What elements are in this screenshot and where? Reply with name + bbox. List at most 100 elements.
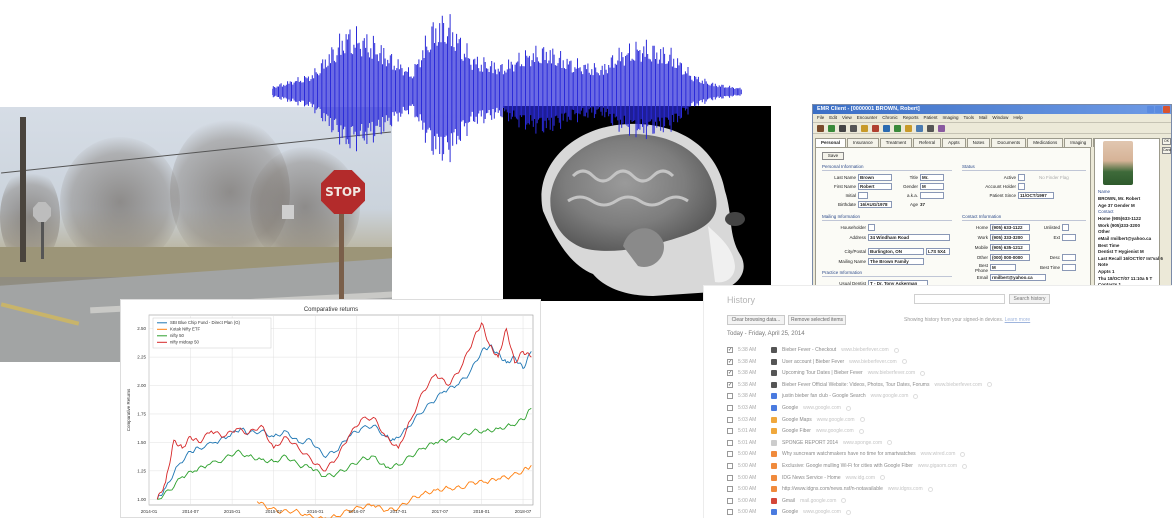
row-checkbox[interactable]	[727, 393, 733, 400]
tab-documents[interactable]: Documents	[991, 138, 1027, 147]
history-row[interactable]: 5:00 AM http://www.idgns.com/news.nsf/n-n…	[727, 484, 933, 494]
row-menu-icon[interactable]	[987, 382, 993, 388]
householder-checkbox[interactable]	[868, 224, 875, 231]
folder-icon[interactable]	[861, 125, 868, 132]
city-field[interactable]: Burlington, ON	[868, 248, 924, 255]
row-title[interactable]: IDG News Service - Home	[782, 474, 841, 481]
row-menu-icon[interactable]	[841, 498, 847, 504]
search-history-button[interactable]: Search history	[1009, 294, 1050, 304]
row-checkbox[interactable]	[727, 451, 733, 458]
tab-appts[interactable]: Appts	[942, 138, 966, 147]
desc-field[interactable]	[1062, 254, 1076, 261]
menu-item-reports[interactable]: Reports	[902, 115, 919, 120]
other-phone-field[interactable]: (000) 000-0000	[990, 254, 1030, 261]
row-menu-icon[interactable]	[960, 451, 966, 457]
row-checkbox[interactable]	[727, 428, 733, 435]
menu-item-encounter[interactable]: Encounter	[856, 115, 878, 120]
row-menu-icon[interactable]	[858, 428, 864, 434]
email-field[interactable]: rmilbert@yahoo.ca	[990, 274, 1046, 281]
clear-browsing-data-button[interactable]: Clear browsing data...	[727, 315, 785, 325]
postal-field[interactable]: L7S 5X4	[926, 248, 950, 255]
row-checkbox[interactable]	[727, 439, 733, 446]
row-title[interactable]: http://www.idgns.com/news.nsf/n-notavail…	[782, 486, 883, 493]
history-row[interactable]: ✓ 5:38 AM Bieber Fever Official Website: V…	[727, 380, 993, 390]
account-holder-checkbox[interactable]	[1018, 183, 1025, 190]
tab-treatment[interactable]: Treatment	[879, 138, 913, 147]
menu-item-imaging[interactable]: Imaging	[942, 115, 959, 120]
history-row[interactable]: ✓ 5:38 AM User account | Bieber Fever www.b…	[727, 357, 907, 367]
row-checkbox[interactable]	[727, 405, 733, 411]
row-checkbox[interactable]	[727, 474, 733, 481]
ext-field[interactable]	[1062, 234, 1076, 241]
history-row[interactable]: 5:01 AM Google Fiber www.google.com	[727, 426, 864, 436]
row-menu-icon[interactable]	[901, 359, 907, 365]
tab-personal[interactable]: Personal	[815, 138, 847, 147]
history-search-input[interactable]	[914, 294, 1005, 304]
schedule-icon[interactable]	[850, 125, 857, 132]
maximize-button[interactable]	[1155, 106, 1162, 113]
menu-item-mail[interactable]: Mail	[979, 115, 988, 120]
row-menu-icon[interactable]	[859, 417, 865, 423]
print-icon[interactable]	[916, 125, 923, 132]
first-name-field[interactable]: Robert	[858, 183, 892, 190]
last-name-field[interactable]: Brown	[858, 174, 892, 181]
menu-item-file[interactable]: File	[817, 115, 825, 120]
history-row[interactable]: 5:00 AM Google www.google.com	[727, 507, 851, 517]
row-menu-icon[interactable]	[920, 370, 926, 376]
tab-imaging[interactable]: Imaging	[1064, 138, 1093, 147]
row-checkbox[interactable]: ✓	[727, 347, 733, 353]
tab-referral[interactable]: Referral	[913, 138, 942, 147]
row-checkbox[interactable]: ✓	[727, 381, 733, 388]
alert-icon[interactable]	[872, 125, 879, 132]
menu-item-edit[interactable]: Edit	[829, 115, 838, 120]
exit-icon[interactable]	[938, 125, 945, 132]
row-menu-icon[interactable]	[880, 475, 886, 481]
best-phone-select[interactable]: M	[990, 264, 1016, 271]
cancel-button[interactable]: Cancel	[1162, 147, 1172, 154]
row-checkbox[interactable]	[727, 497, 733, 504]
history-row[interactable]: ✓ 5:38 AM Upcoming Tour Dates | Bieber Fev…	[727, 368, 926, 378]
row-title[interactable]: Gmail	[782, 497, 796, 504]
row-title[interactable]: Google Maps	[782, 416, 812, 423]
row-menu-icon[interactable]	[962, 463, 968, 469]
row-title[interactable]: Exclusive: Google mulling Wi-Fi for citi…	[782, 463, 913, 469]
row-title[interactable]: SPONGE REPORT 2014	[782, 439, 838, 446]
menu-item-patient[interactable]: Patient	[923, 115, 938, 120]
history-row[interactable]: 5:00 AM Exclusive: Google mulling Wi-Fi f…	[727, 461, 968, 471]
address-field[interactable]: 34 Windham Road	[868, 234, 950, 241]
row-menu-icon[interactable]	[913, 393, 919, 399]
history-row[interactable]: 5:03 AM Google www.google.com	[727, 403, 851, 413]
minimize-button[interactable]	[1147, 106, 1154, 113]
row-menu-icon[interactable]	[887, 440, 893, 446]
row-title[interactable]: Google	[782, 405, 799, 411]
row-title[interactable]: Bieber Fever Official Website: Videos, P…	[782, 381, 930, 388]
history-row[interactable]: 5:00 AM Gmail mail.google.com	[727, 496, 847, 506]
patient-since-field[interactable]: 11/OCT/1997	[1018, 192, 1054, 199]
remove-selected-button[interactable]: Remove selected items	[788, 315, 846, 325]
history-row[interactable]: 5:00 AM IDG News Service - Home www.idg.co…	[727, 473, 886, 483]
row-title[interactable]: justin bieber fan club - Google Search	[782, 393, 866, 400]
unlisted-checkbox[interactable]	[1062, 224, 1069, 231]
work-phone-field[interactable]: (905) 333-3200	[990, 234, 1030, 241]
menu-item-chronic[interactable]: Chronic	[882, 115, 898, 120]
patients-icon[interactable]	[828, 125, 835, 132]
history-row[interactable]: 5:03 AM Google Maps www.google.com	[727, 415, 865, 425]
aka-field[interactable]	[920, 192, 944, 199]
row-menu-icon[interactable]	[893, 347, 899, 353]
menu-item-view[interactable]: View	[842, 115, 852, 120]
row-menu-icon[interactable]	[845, 509, 851, 515]
row-checkbox[interactable]	[727, 416, 733, 423]
row-title[interactable]: Google Fiber	[782, 428, 811, 435]
row-title[interactable]: User account | Bieber Fever	[782, 358, 845, 365]
best-time-field[interactable]	[1062, 264, 1076, 271]
row-title[interactable]: Google	[782, 509, 799, 516]
menu-item-window[interactable]: Window	[992, 115, 1009, 120]
close-button[interactable]	[1163, 106, 1170, 113]
row-menu-icon[interactable]	[927, 486, 933, 492]
row-title[interactable]: Why suncream watchmakers have no time fo…	[782, 451, 916, 458]
mail-icon[interactable]	[883, 125, 890, 132]
tab-insurance[interactable]: Insurance	[847, 138, 879, 147]
row-title[interactable]: Upcoming Tour Dates | Bieber Fever	[782, 370, 863, 377]
row-checkbox[interactable]: ✓	[727, 358, 733, 365]
title-select[interactable]: Mr.	[920, 174, 944, 181]
